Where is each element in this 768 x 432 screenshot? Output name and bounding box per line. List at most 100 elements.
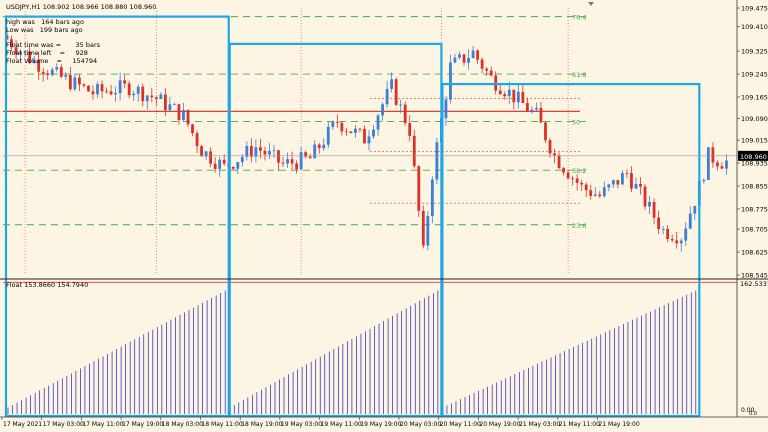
candle-body xyxy=(177,104,181,120)
time-label: 17 May 03:00 xyxy=(43,421,84,428)
price-label: 109.325 xyxy=(741,48,768,56)
candle-body xyxy=(87,85,90,92)
candle-body xyxy=(485,68,489,71)
candle-body xyxy=(245,145,249,157)
time-label: 18 May 11:00 xyxy=(202,421,243,428)
candle-body xyxy=(136,86,140,94)
candle-body xyxy=(611,180,615,185)
candle-body xyxy=(539,107,543,123)
candle-body xyxy=(625,173,629,174)
candle-body xyxy=(435,142,439,180)
candle-body xyxy=(661,228,665,230)
candle-body xyxy=(277,150,280,163)
candle-body xyxy=(548,140,552,154)
candle-body xyxy=(78,77,81,85)
time-label: 19 May 19:00 xyxy=(360,421,401,428)
candle-body xyxy=(458,54,461,58)
candle-body xyxy=(399,104,403,106)
candle-body xyxy=(630,173,633,189)
candle-body xyxy=(566,172,570,179)
candle-body xyxy=(259,147,262,151)
candle-body xyxy=(344,131,348,133)
candle-body xyxy=(222,159,226,164)
candle-body xyxy=(50,69,54,76)
price-label: 109.015 xyxy=(741,137,768,145)
low-info: Low was 199 bars ago xyxy=(6,26,83,34)
candle-body xyxy=(602,187,606,197)
candle-body xyxy=(449,62,452,100)
candle-body xyxy=(132,93,136,96)
candle-body xyxy=(693,205,697,214)
candle-body xyxy=(688,213,692,229)
price-label: 108.775 xyxy=(741,205,768,213)
fib-label: 38.2 xyxy=(572,167,586,175)
candles xyxy=(5,30,728,252)
candle-body xyxy=(82,84,86,86)
candle-body xyxy=(525,102,529,112)
time-label: 20 May 03:00 xyxy=(400,421,441,428)
current-price-label: 108.960 xyxy=(740,153,767,161)
time-label: 21 May 03:00 xyxy=(519,421,560,428)
candle-body xyxy=(571,178,575,180)
indicator-label: Float 153.8660 154.7940 xyxy=(6,281,89,289)
candle-body xyxy=(417,166,421,211)
float-box xyxy=(441,82,701,418)
candle-body xyxy=(254,147,258,157)
time-label: 19 May 11:00 xyxy=(321,421,362,428)
price-label: 109.090 xyxy=(741,115,768,123)
candle-body xyxy=(10,39,13,48)
candle-body xyxy=(480,59,484,69)
time-label: 18 May 03:00 xyxy=(162,421,203,428)
candle-body xyxy=(376,115,380,130)
candle-body xyxy=(91,91,95,95)
candle-body xyxy=(308,156,312,159)
candle-body xyxy=(141,86,145,102)
time-label: 21 May 19:00 xyxy=(599,421,640,428)
float-boxes xyxy=(4,15,701,418)
candle-body xyxy=(109,91,113,95)
indicator-bottom-value: 0.00 xyxy=(741,407,755,414)
candle-body xyxy=(358,128,362,130)
float-volume-info: Float Volume = 154794 xyxy=(6,57,98,65)
candle-body xyxy=(213,163,217,169)
candle-body xyxy=(467,58,470,63)
chart-shift-icon[interactable] xyxy=(588,2,594,6)
candle-body xyxy=(394,79,398,105)
candle-body xyxy=(59,67,63,77)
candle-body xyxy=(159,94,163,99)
candle-body xyxy=(28,51,32,63)
candle-body xyxy=(231,166,235,169)
price-label: 108.625 xyxy=(741,249,768,257)
candle-body xyxy=(634,183,638,189)
candle-body xyxy=(281,162,285,164)
candle-body xyxy=(340,122,344,132)
candle-body xyxy=(553,153,556,156)
candle-body xyxy=(163,94,167,111)
price-label: 108.935 xyxy=(741,160,768,168)
candle-body xyxy=(349,131,353,133)
candle-body xyxy=(666,228,670,239)
candle-body xyxy=(105,91,108,93)
window-title: USDJPY,H1 108.902 108.966 108.880 108.96… xyxy=(6,3,157,11)
candle-body xyxy=(367,136,371,144)
fib-label: 76.4 xyxy=(572,14,586,22)
candle-body xyxy=(390,79,394,89)
candle-body xyxy=(557,155,561,169)
candle-body xyxy=(675,240,679,244)
candle-body xyxy=(41,71,45,74)
time-label: 17 May 19:00 xyxy=(122,421,163,428)
candle-body xyxy=(182,109,185,120)
candle-body xyxy=(584,184,588,191)
candle-body xyxy=(299,152,303,170)
candle-body xyxy=(507,89,511,97)
fib-label: 50 xyxy=(572,118,580,126)
candle-body xyxy=(313,144,317,159)
candle-body xyxy=(363,128,366,144)
price-label: 109.475 xyxy=(741,5,768,13)
price-label: 109.165 xyxy=(741,94,768,102)
candle-body xyxy=(268,150,271,155)
candle-body xyxy=(145,95,149,102)
price-label: 108.855 xyxy=(741,183,768,191)
